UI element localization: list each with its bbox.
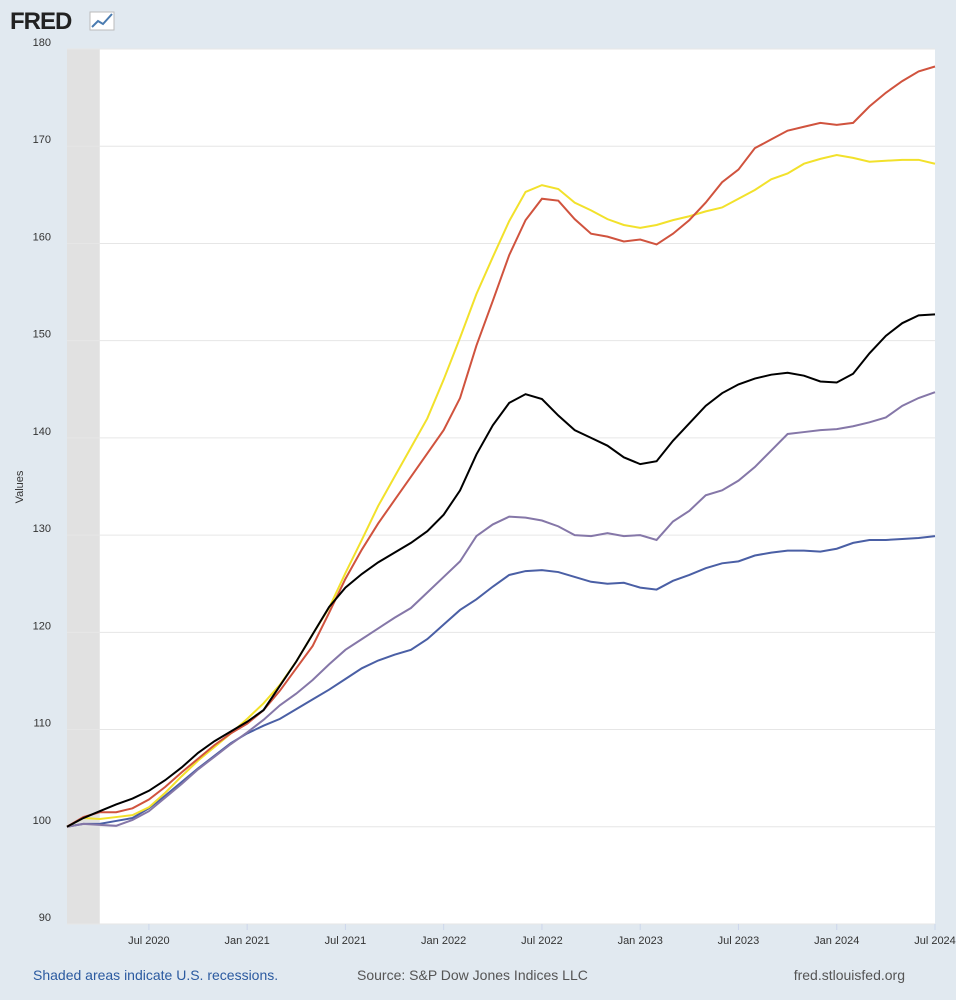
recession-band (67, 49, 100, 924)
x-tick-label: Jul 2024 (914, 935, 956, 947)
y-tick-label: 120 (33, 620, 51, 632)
y-tick-label: 130 (33, 523, 51, 535)
x-tick-label: Jul 2021 (325, 935, 367, 947)
y-tick-label: 150 (33, 329, 51, 341)
y-tick-label: 110 (33, 718, 51, 730)
x-tick-label: Jan 2023 (618, 935, 663, 947)
series-line (66, 153, 936, 828)
y-tick-label: 160 (33, 231, 51, 243)
x-tick-label: Jul 2020 (128, 935, 170, 947)
x-tick-label: Jan 2024 (814, 935, 859, 947)
y-axis-label: Values (14, 470, 26, 503)
site: fred.stlouisfed.org (794, 967, 905, 983)
y-tick-label: 90 (39, 912, 51, 924)
series-line (66, 391, 936, 828)
x-tick-label: Jul 2023 (718, 935, 760, 947)
y-tick-label: 170 (33, 134, 51, 146)
y-tick-label: 180 (33, 37, 51, 49)
y-tick-label: 100 (33, 815, 51, 827)
logo-icon (89, 11, 115, 31)
x-tick-label: Jul 2022 (521, 935, 563, 947)
source: Source: S&P Dow Jones Indices LLC (357, 967, 588, 983)
series-line (66, 65, 936, 828)
x-tick-label: Jan 2021 (225, 935, 270, 947)
plot-area (67, 49, 935, 924)
series-line (66, 313, 936, 828)
recession-note: Shaded areas indicate U.S. recessions. (33, 967, 278, 983)
logo: FRED (10, 8, 72, 35)
x-tick-label: Jan 2022 (421, 935, 466, 947)
y-tick-label: 140 (33, 426, 51, 438)
